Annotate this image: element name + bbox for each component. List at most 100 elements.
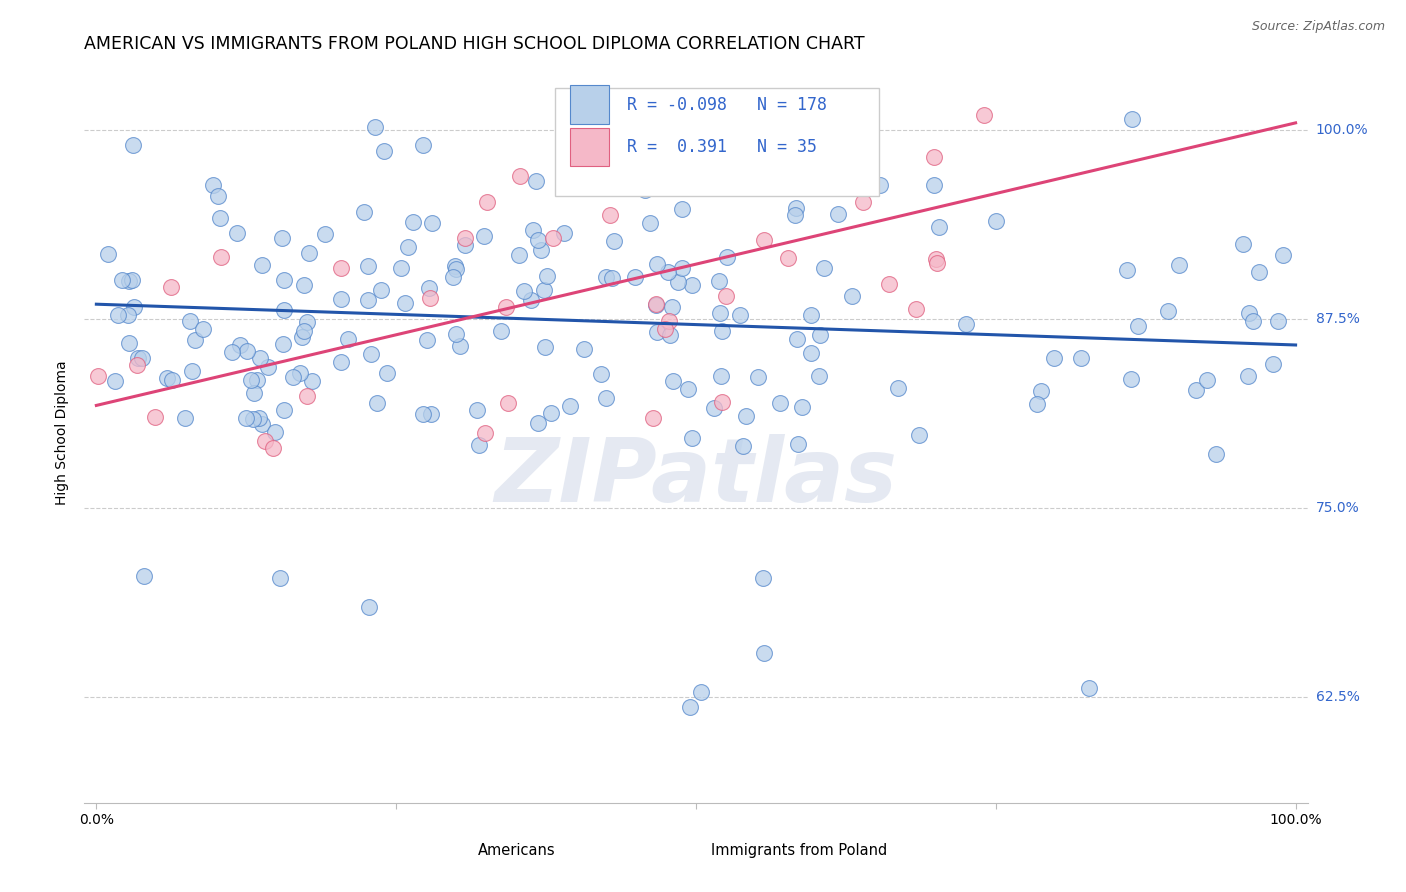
Point <box>671 202 693 216</box>
Point <box>160 280 183 294</box>
Point <box>292 278 315 293</box>
Point <box>247 411 270 425</box>
Point <box>540 406 562 420</box>
Point <box>731 439 754 453</box>
Point <box>273 273 295 287</box>
Text: AMERICAN VS IMMIGRANTS FROM POLAND HIGH SCHOOL DIPLOMA CORRELATION CHART: AMERICAN VS IMMIGRANTS FROM POLAND HIGH … <box>84 35 865 53</box>
Point <box>661 374 683 388</box>
Point <box>389 261 412 276</box>
Point <box>1205 447 1227 461</box>
Point <box>711 324 734 338</box>
Point <box>1236 369 1258 384</box>
Point <box>366 396 388 410</box>
Point <box>467 438 489 452</box>
Point <box>444 262 467 277</box>
Text: 100.0%: 100.0% <box>1316 123 1368 137</box>
Point <box>160 373 183 387</box>
Point <box>955 317 977 331</box>
Point <box>928 220 950 235</box>
Point <box>121 138 143 153</box>
Point <box>527 417 550 431</box>
Point <box>449 339 471 353</box>
Point <box>1232 236 1254 251</box>
Point <box>541 230 564 244</box>
Point <box>1267 313 1289 327</box>
Point <box>508 247 530 261</box>
Point <box>1029 384 1052 398</box>
Point <box>363 120 385 135</box>
Point <box>454 230 477 244</box>
Bar <box>665 838 700 864</box>
Point <box>534 340 557 354</box>
Text: Source: ZipAtlas.com: Source: ZipAtlas.com <box>1251 20 1385 33</box>
Text: 62.5%: 62.5% <box>1316 690 1360 704</box>
Point <box>418 281 440 295</box>
Point <box>122 300 145 314</box>
Point <box>661 300 683 314</box>
Point <box>1115 263 1137 277</box>
Point <box>852 195 875 210</box>
Point <box>498 396 520 410</box>
Point <box>314 227 336 242</box>
Point <box>1026 397 1049 411</box>
Point <box>776 252 799 266</box>
Point <box>827 207 849 221</box>
Point <box>290 366 312 380</box>
Point <box>246 373 269 387</box>
Text: Americans: Americans <box>478 844 555 858</box>
Point <box>221 344 243 359</box>
Point <box>360 347 382 361</box>
Point <box>117 308 139 322</box>
Point <box>519 293 541 308</box>
Point <box>111 273 134 287</box>
Point <box>869 178 891 192</box>
Point <box>295 389 318 403</box>
Point <box>589 368 612 382</box>
Point <box>800 309 823 323</box>
Y-axis label: High School Diploma: High School Diploma <box>55 360 69 505</box>
Point <box>208 211 231 226</box>
Point <box>668 276 690 290</box>
Point <box>394 296 416 310</box>
Point <box>536 269 558 284</box>
Point <box>242 412 264 426</box>
Text: ZIPatlas: ZIPatlas <box>495 434 897 521</box>
Point <box>336 332 359 346</box>
Point <box>330 355 353 369</box>
Point <box>709 306 731 320</box>
Point <box>752 646 775 660</box>
Point <box>813 261 835 276</box>
Point <box>787 437 810 451</box>
Point <box>412 407 434 421</box>
Point <box>624 269 647 284</box>
Point <box>270 571 292 585</box>
Point <box>716 250 738 264</box>
Point <box>273 403 295 417</box>
Point <box>681 277 703 292</box>
Point <box>703 401 725 415</box>
Point <box>209 250 232 264</box>
Point <box>373 145 395 159</box>
Point <box>420 216 443 230</box>
Point <box>603 234 626 248</box>
Point <box>235 410 257 425</box>
Text: 87.5%: 87.5% <box>1316 312 1360 326</box>
Point <box>357 293 380 307</box>
Point <box>671 260 693 275</box>
Point <box>240 373 263 387</box>
Point <box>1197 373 1219 387</box>
Point <box>820 147 842 161</box>
Point <box>679 699 702 714</box>
Point <box>973 108 995 122</box>
Point <box>174 410 197 425</box>
Point <box>645 297 668 311</box>
Text: R =  0.391   N = 35: R = 0.391 N = 35 <box>627 138 817 156</box>
Point <box>657 264 679 278</box>
Point <box>262 441 284 455</box>
Point <box>281 369 304 384</box>
Text: Immigrants from Poland: Immigrants from Poland <box>710 844 887 858</box>
Point <box>402 215 425 229</box>
Point <box>1241 314 1264 328</box>
Point <box>330 260 353 275</box>
Point <box>87 368 110 383</box>
